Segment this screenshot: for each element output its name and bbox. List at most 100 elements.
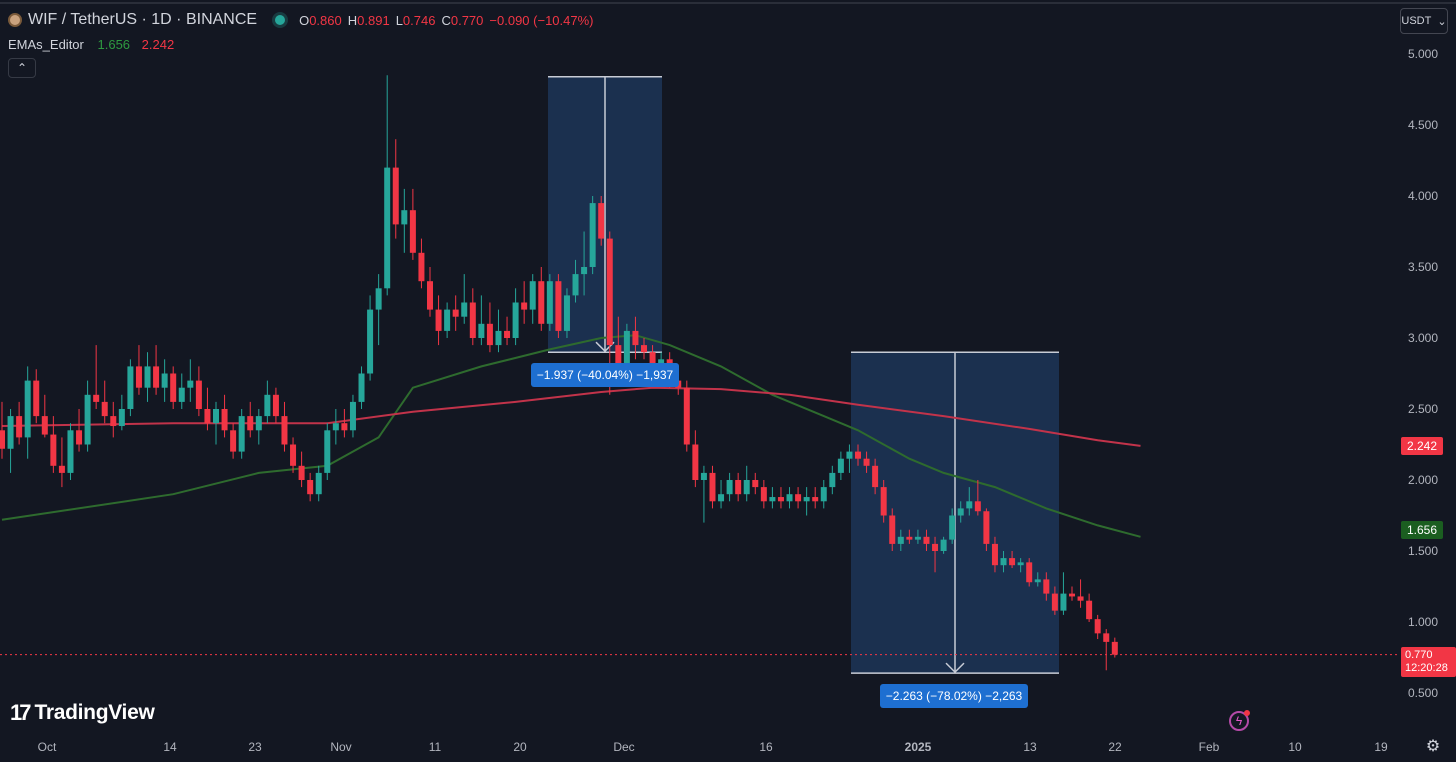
candle[interactable]: [889, 508, 896, 551]
candle[interactable]: [1069, 586, 1075, 601]
candle[interactable]: [478, 295, 485, 346]
candle[interactable]: [486, 302, 493, 353]
candle[interactable]: [1009, 551, 1016, 569]
candle[interactable]: [469, 288, 476, 346]
candle[interactable]: [76, 409, 83, 452]
candle[interactable]: [692, 430, 699, 488]
candle[interactable]: [332, 409, 339, 445]
candle[interactable]: [923, 529, 930, 551]
candle[interactable]: [795, 487, 802, 509]
candle[interactable]: [555, 274, 562, 338]
candle[interactable]: [991, 536, 998, 573]
candle[interactable]: [452, 295, 459, 331]
candle[interactable]: [375, 274, 382, 346]
candle[interactable]: [16, 401, 23, 445]
candle[interactable]: [760, 480, 767, 509]
candle[interactable]: [974, 480, 981, 516]
candle[interactable]: [512, 288, 519, 346]
measure-label-1[interactable]: −1.937 (−40.04%) −1,937: [531, 363, 679, 387]
candle[interactable]: [298, 451, 305, 488]
candle[interactable]: [418, 238, 425, 289]
candle[interactable]: [384, 75, 391, 296]
tradingview-logo[interactable]: 17 TradingView: [10, 700, 155, 726]
lightning-icon[interactable]: ϟ: [1229, 710, 1250, 731]
candle[interactable]: [238, 409, 245, 459]
candle[interactable]: [7, 409, 14, 473]
candle[interactable]: [1111, 637, 1118, 658]
candle[interactable]: [735, 472, 742, 502]
candle[interactable]: [135, 345, 142, 395]
currency-button[interactable]: USDT ⌄: [1400, 8, 1448, 34]
candle[interactable]: [187, 359, 194, 402]
candle[interactable]: [392, 139, 399, 239]
candle[interactable]: [84, 380, 91, 452]
candle[interactable]: [683, 380, 690, 452]
candle[interactable]: [504, 316, 511, 346]
candle[interactable]: [1034, 572, 1041, 587]
candle[interactable]: [589, 196, 596, 275]
candle[interactable]: [1077, 579, 1084, 608]
candle[interactable]: [58, 437, 65, 488]
candle[interactable]: [538, 267, 545, 331]
candle[interactable]: [752, 472, 759, 495]
candle[interactable]: [521, 281, 528, 324]
candle[interactable]: [281, 401, 288, 452]
candle[interactable]: [349, 394, 356, 438]
candle[interactable]: [93, 345, 100, 409]
candle[interactable]: [427, 267, 433, 317]
candle[interactable]: [897, 529, 904, 551]
candle[interactable]: [598, 196, 605, 246]
candle[interactable]: [940, 536, 947, 554]
candle[interactable]: [1094, 614, 1101, 640]
candle[interactable]: [255, 409, 262, 445]
candle[interactable]: [290, 437, 297, 473]
candle[interactable]: [409, 188, 416, 260]
candle[interactable]: [495, 309, 502, 353]
candle[interactable]: [880, 480, 887, 523]
candle[interactable]: [101, 380, 108, 424]
candle[interactable]: [1043, 572, 1050, 601]
candle[interactable]: [786, 487, 793, 509]
gear-icon[interactable]: ⚙: [1425, 738, 1441, 755]
candle[interactable]: [67, 423, 74, 480]
candle[interactable]: [820, 480, 827, 509]
candle[interactable]: [983, 508, 990, 551]
candle[interactable]: [127, 359, 134, 417]
candle[interactable]: [0, 401, 5, 459]
candle[interactable]: [307, 472, 314, 502]
candle[interactable]: [315, 465, 322, 502]
candle[interactable]: [144, 352, 151, 402]
candle[interactable]: [213, 401, 219, 445]
candle[interactable]: [195, 366, 202, 417]
candle[interactable]: [178, 373, 185, 410]
candle[interactable]: [872, 458, 879, 495]
candle[interactable]: [777, 487, 784, 509]
candle[interactable]: [204, 387, 211, 431]
collapse-legend-button[interactable]: ⌃: [8, 58, 36, 78]
candle[interactable]: [949, 508, 956, 544]
candle[interactable]: [1060, 572, 1067, 615]
candle[interactable]: [24, 366, 31, 459]
candle[interactable]: [966, 487, 973, 516]
candle[interactable]: [726, 472, 733, 502]
candle[interactable]: [41, 394, 48, 438]
candle[interactable]: [914, 529, 921, 544]
candle[interactable]: [367, 295, 374, 381]
candle[interactable]: [641, 338, 647, 360]
candle[interactable]: [435, 295, 442, 346]
symbol-legend[interactable]: WIF / TetherUS · 1D · BINANCE O0.860 H0.…: [8, 11, 599, 29]
candle[interactable]: [118, 394, 125, 431]
candle[interactable]: [50, 416, 57, 473]
candle[interactable]: [33, 369, 40, 424]
candle[interactable]: [855, 444, 861, 466]
indicator-legend[interactable]: EMAs_Editor 1.656 2.242: [8, 37, 174, 52]
candle[interactable]: [700, 465, 707, 523]
candle[interactable]: [272, 387, 279, 424]
candle[interactable]: [461, 274, 468, 324]
candle[interactable]: [1086, 593, 1093, 622]
candle[interactable]: [161, 359, 168, 402]
candle[interactable]: [709, 465, 716, 509]
candle[interactable]: [829, 465, 836, 495]
candle[interactable]: [401, 188, 408, 253]
